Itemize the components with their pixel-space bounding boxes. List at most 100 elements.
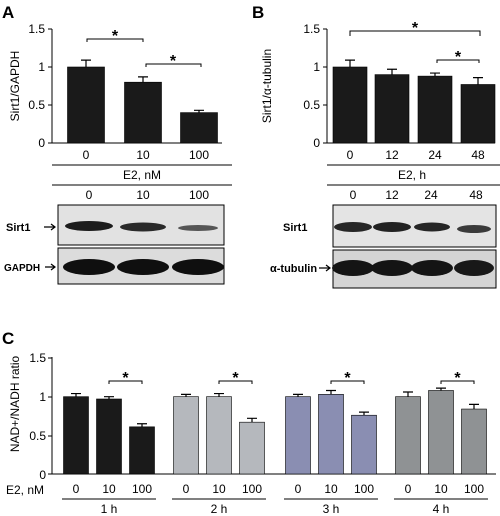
panel-b-xtick: 12 xyxy=(385,148,399,162)
panel-a-ytick: 1 xyxy=(38,60,45,74)
panel-c-error-bar xyxy=(359,411,369,416)
panel-c-group-label: 1 h xyxy=(101,502,118,516)
panel-c-xtick: 10 xyxy=(434,482,448,496)
panel-b-sig-star: * xyxy=(455,49,462,66)
panel-a-ytick: 1.5 xyxy=(28,22,45,36)
panel-b-ytick: 1.5 xyxy=(303,22,320,36)
panel-b-xtick: 24 xyxy=(428,148,442,162)
panel-a-sig-star: * xyxy=(112,28,119,45)
panel-b-plot: 1.5 1 0.5 0 * * 0 12 24 48 E2, h xyxy=(303,20,500,186)
panel-c-bar xyxy=(461,408,487,475)
blot-a: 0 10 100 Sirt1 GAPDH xyxy=(4,188,225,285)
panel-a-bar xyxy=(180,112,218,144)
panel-c-error-bar xyxy=(137,423,147,427)
panel-c-error-bar xyxy=(214,392,224,397)
panel-c-bar xyxy=(395,396,421,475)
panel-c-bar xyxy=(428,390,454,475)
panel-c-bar xyxy=(63,396,89,475)
panel-a-sig-star: * xyxy=(170,53,177,70)
panel-a-plot: 1.5 1 0.5 0 * * 0 10 100 E2, nM xyxy=(28,22,232,186)
panel-c-row-label: E2, nM xyxy=(6,483,44,497)
blot-band xyxy=(117,259,169,275)
panel-c-error-bar xyxy=(293,393,303,397)
blot-b-row-label: α-tubulin xyxy=(270,263,317,275)
panel-c-error-bar xyxy=(469,403,479,410)
panel-c-sig-bracket xyxy=(440,380,475,384)
panel-c-group-label: 3 h xyxy=(323,502,340,516)
panel-c-xtick: 100 xyxy=(354,482,374,496)
panel-b-ytick: 0.5 xyxy=(303,98,320,112)
panel-b-ytick: 0 xyxy=(313,136,320,150)
blot-band xyxy=(457,225,491,233)
blot-b: 0 12 24 48 Sirt1 α-tubulin xyxy=(270,188,497,289)
panel-a-letter: A xyxy=(2,3,14,22)
panel-b-sig-star: * xyxy=(412,20,419,37)
panel-c-xtick: 100 xyxy=(132,482,152,496)
panel-c-sig-bracket xyxy=(218,380,253,384)
arrow-icon xyxy=(44,223,56,231)
panel-c-bar xyxy=(173,396,199,475)
panel-c-bar xyxy=(285,396,311,475)
panel-a-error-bar xyxy=(138,76,148,83)
blot-band xyxy=(454,260,494,276)
panel-a-xtick: 10 xyxy=(136,148,150,162)
panel-c-error-bar xyxy=(104,396,114,399)
panel-a-bar xyxy=(67,66,105,144)
blot-band xyxy=(414,222,450,232)
blot-band xyxy=(332,260,374,276)
blot-band xyxy=(334,222,372,232)
panel-c-bar xyxy=(318,394,344,475)
panel-c-error-bar xyxy=(403,391,413,397)
panel-b-ytick: 1 xyxy=(313,60,320,74)
panel-c-xtick: 0 xyxy=(183,482,190,496)
panel-c-ylabel: NAD+/NADH ratio xyxy=(8,355,22,452)
panel-c-ytick: 1 xyxy=(39,390,46,404)
panel-c-xtick: 0 xyxy=(73,482,80,496)
panel-b-ylabel: Sirt1/α-tubulin xyxy=(260,49,274,123)
blot-a-lane-label: 100 xyxy=(189,188,209,202)
panel-a-error-bar xyxy=(81,59,91,67)
blot-a-lane-label: 10 xyxy=(136,188,150,202)
panel-c-xtick: 0 xyxy=(405,482,412,496)
panel-c-error-bar xyxy=(326,389,336,395)
panel-b-xtick: 0 xyxy=(347,148,354,162)
panel-a-xtick: 100 xyxy=(189,148,209,162)
panel-c-sig-star: * xyxy=(232,370,239,387)
panel-a-ytick: 0 xyxy=(38,136,45,150)
panel-b-error-bar xyxy=(473,77,483,85)
blot-band xyxy=(371,260,413,276)
panel-c-xtick: 10 xyxy=(102,482,116,496)
panel-c-xtick: 10 xyxy=(212,482,226,496)
panel-c-error-bar xyxy=(436,387,446,391)
panel-a-ytick: 0.5 xyxy=(28,98,45,112)
panel-c-error-bar xyxy=(247,417,257,423)
blot-band xyxy=(411,260,453,276)
panel-c-group-label: 2 h xyxy=(211,502,228,516)
panel-b-error-bar xyxy=(387,68,397,75)
panel-c-group-label: 4 h xyxy=(433,502,450,516)
blot-a-lane-label: 0 xyxy=(86,188,93,202)
blot-band xyxy=(120,222,166,232)
blot-a-row-label: GAPDH xyxy=(4,263,40,274)
panel-a-ylabel: Sirt1/GAPDH xyxy=(8,51,22,122)
panel-c-sig-star: * xyxy=(454,370,461,387)
panel-c-xtick: 0 xyxy=(295,482,302,496)
panel-c-sig-star: * xyxy=(344,370,351,387)
panel-a-error-bar xyxy=(194,109,204,113)
panel-c-bar xyxy=(239,421,265,475)
blot-band xyxy=(65,221,113,231)
blot-band xyxy=(63,259,115,275)
blot-b-lane-label: 0 xyxy=(350,188,357,202)
panel-b-bar xyxy=(374,74,410,144)
panel-b-letter: B xyxy=(252,3,264,22)
panel-c-sig-bracket xyxy=(108,380,143,384)
panel-c-sig-bracket xyxy=(330,380,365,384)
panel-c-letter: C xyxy=(2,329,14,348)
blot-b-lane-label: 24 xyxy=(424,188,438,202)
panel-c-bar xyxy=(96,398,122,475)
blot-band xyxy=(178,225,218,231)
panel-b-bar xyxy=(460,84,496,144)
panel-c-bar xyxy=(351,414,377,475)
blot-a-row-label: Sirt1 xyxy=(6,222,30,234)
